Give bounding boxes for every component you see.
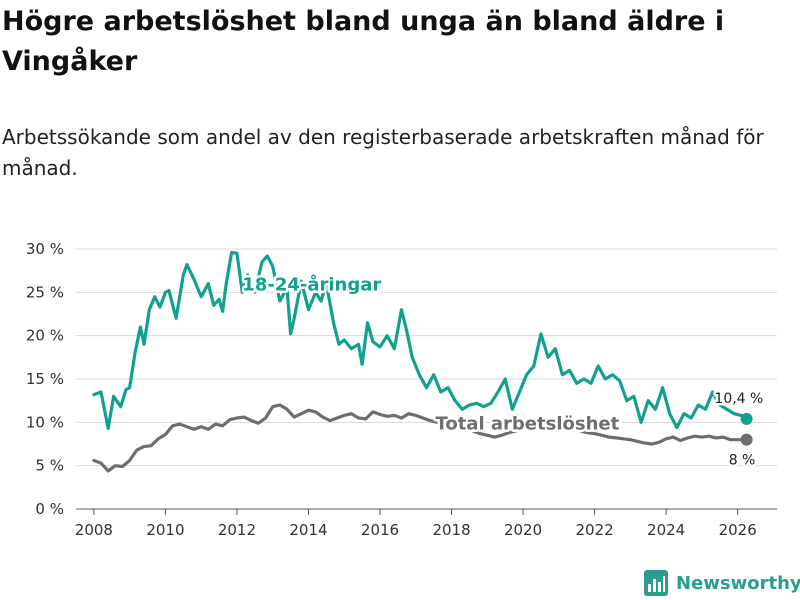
x-tick-label: 2014 (289, 521, 327, 539)
line-layer (92, 250, 753, 473)
chart-title: Högre arbetslöshet bland unga än bland ä… (2, 6, 725, 77)
newsworthy-brand[interactable]: Newsworthy (644, 568, 800, 598)
total-line (92, 403, 749, 473)
y-tick-label: 25 % (26, 283, 64, 301)
x-tick-label: 2022 (576, 521, 614, 539)
newsworthy-logo-icon (644, 570, 668, 596)
total-end-value-label: 8 % (729, 453, 756, 469)
x-tick-label: 2020 (504, 521, 542, 539)
total-series-label: Total arbetslöshet (435, 413, 619, 434)
grid-layer (76, 248, 777, 510)
x-tick-label: 2012 (218, 521, 256, 539)
x-tick-label: 2008 (75, 521, 113, 539)
youth-end-point (740, 412, 753, 425)
y-tick-label: 5 % (35, 457, 64, 475)
youth-series-label: 18-24-åringar (242, 274, 381, 296)
youth-end-value-label: 10,4 % (714, 391, 763, 407)
x-tick-label: 2018 (432, 521, 470, 539)
axis-layer: 0 % 5 % 10 % 15 % 20 % 25 % 30 % 2008 2010 2012 20… (26, 240, 757, 539)
y-tick-label: 10 % (26, 413, 64, 431)
y-tick-label: 15 % (26, 370, 64, 388)
x-tick-label: 2010 (146, 521, 184, 539)
chart-subtitle: Arbetssökande som andel av den registerb… (2, 125, 764, 180)
x-tick-label: 2016 (361, 521, 399, 539)
y-tick-label: 30 % (26, 240, 64, 258)
youth-line (92, 250, 749, 430)
y-tick-label: 20 % (26, 327, 64, 345)
brand-name: Newsworthy (676, 572, 800, 594)
label-layer: 18-24-åringar Total arbetslöshet 10,4 % 8 % (240, 271, 766, 471)
x-tick-label: 2026 (719, 521, 757, 539)
total-end-point (740, 433, 753, 446)
y-tick-label: 0 % (35, 500, 64, 518)
x-tick-label: 2024 (647, 521, 685, 539)
